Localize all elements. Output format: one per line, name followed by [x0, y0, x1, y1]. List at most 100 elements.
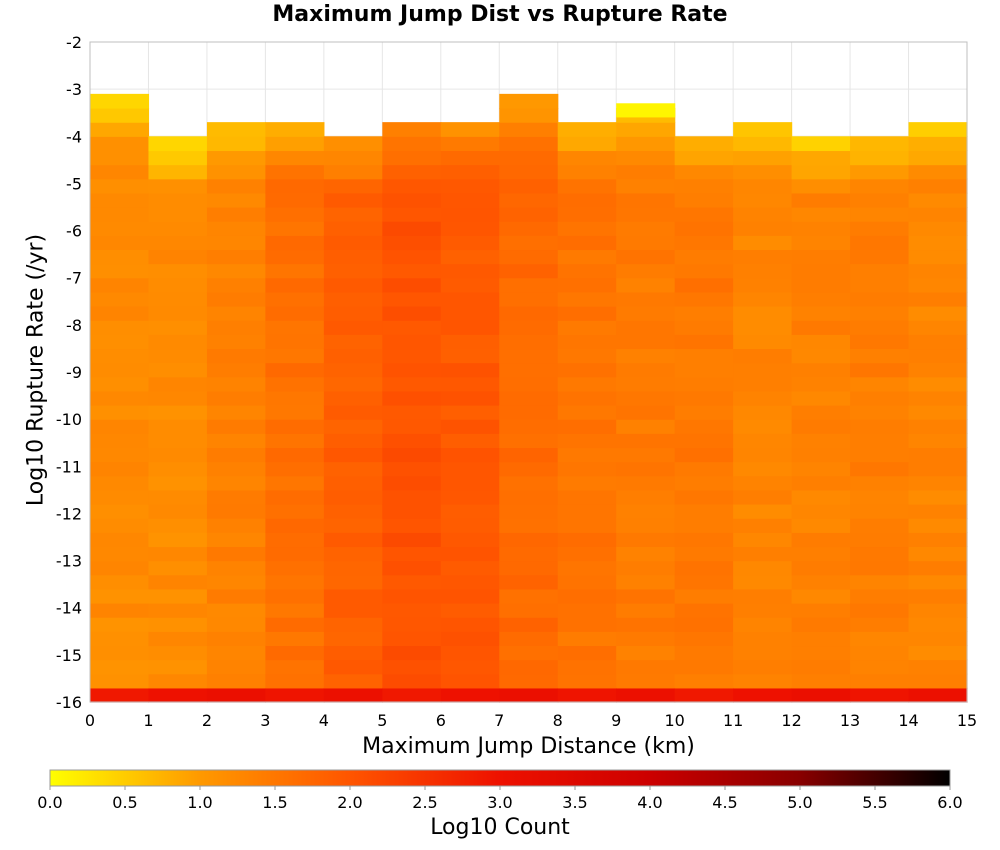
heatmap-cell [733, 673, 793, 689]
heatmap-cell [499, 150, 559, 166]
heatmap-cell [791, 447, 851, 463]
heatmap-cell [616, 103, 676, 118]
heatmap-cell [557, 291, 617, 307]
heatmap-cell [674, 532, 734, 548]
heatmap-cell [90, 291, 150, 307]
heatmap-cell [850, 461, 910, 477]
heatmap-cell [382, 588, 442, 604]
heatmap-cell [323, 277, 383, 293]
heatmap-cell [206, 673, 266, 689]
heatmap-cell [674, 178, 734, 194]
heatmap-cell [499, 334, 559, 350]
heatmap-cell [557, 235, 617, 251]
heatmap-cell [674, 164, 734, 180]
heatmap-cell [382, 673, 442, 689]
heatmap-cell [850, 390, 910, 406]
heatmap-cell [206, 249, 266, 265]
heatmap-cell [323, 603, 383, 618]
heatmap-cell [616, 447, 676, 463]
heatmap-cell [557, 532, 617, 548]
heatmap-cell [90, 433, 150, 449]
y-tick-label: -2 [66, 33, 82, 52]
heatmap-cell [616, 390, 676, 406]
y-tick-label: -14 [56, 599, 82, 618]
heatmap-cell [148, 376, 208, 392]
heatmap-cell [382, 178, 442, 194]
heatmap-cell [382, 221, 442, 236]
heatmap-cell [323, 334, 383, 350]
x-tick-label: 6 [436, 711, 446, 730]
heatmap-cell [557, 447, 617, 463]
heatmap-cell [908, 178, 968, 194]
heatmap-cell [90, 235, 150, 251]
heatmap-cell [908, 546, 968, 562]
heatmap-cell [323, 447, 383, 463]
heatmap-cell [908, 433, 968, 449]
heatmap-cell [733, 263, 793, 279]
heatmap-cell [733, 178, 793, 194]
heatmap-cell [557, 320, 617, 335]
heatmap-cell [148, 348, 208, 364]
y-tick-label: -9 [66, 363, 82, 382]
x-tick-label: 13 [840, 711, 860, 730]
heatmap-cell [616, 489, 676, 505]
heatmap-cell [733, 574, 793, 590]
heatmap-cell [323, 475, 383, 491]
heatmap-cell [148, 362, 208, 378]
heatmap-cell [382, 659, 442, 675]
heatmap-cell [323, 348, 383, 364]
heatmap-cell [499, 108, 559, 123]
heatmap-cell [850, 207, 910, 222]
heatmap-cell [791, 673, 851, 689]
heatmap-cell [557, 122, 617, 137]
heatmap-cell [323, 546, 383, 562]
heatmap-cell [499, 617, 559, 632]
heatmap-cell [499, 249, 559, 265]
heatmap-cell [440, 192, 500, 208]
colorbar-tick-label: 4.0 [637, 793, 662, 812]
heatmap-cell [206, 390, 266, 406]
heatmap-cell [850, 164, 910, 180]
heatmap-cell [499, 93, 559, 109]
heatmap-cell [499, 489, 559, 505]
heatmap-cell [791, 376, 851, 392]
heatmap-cell [733, 390, 793, 406]
heatmap-cell [908, 249, 968, 265]
colorbar-tick-label: 5.0 [787, 793, 812, 812]
heatmap-cell [908, 574, 968, 590]
x-tick-label: 4 [319, 711, 329, 730]
heatmap-cell [908, 603, 968, 618]
heatmap-cell [499, 136, 559, 152]
heatmap-cell [323, 249, 383, 265]
heatmap-cell [674, 617, 734, 632]
heatmap-cell [382, 263, 442, 279]
heatmap-cell [499, 390, 559, 406]
colorbar-tick-label: 3.0 [487, 793, 512, 812]
heatmap-cell [791, 334, 851, 350]
heatmap-cell [323, 532, 383, 548]
heatmap-cell [791, 405, 851, 420]
heatmap-cell [733, 221, 793, 236]
heatmap-cell [674, 489, 734, 505]
heatmap-cell [323, 645, 383, 661]
heatmap-cell [850, 546, 910, 562]
heatmap-cell [148, 504, 208, 519]
heatmap-cell [733, 588, 793, 604]
heatmap-cell [206, 320, 266, 335]
heatmap-cell [557, 560, 617, 576]
heatmap-cell [90, 390, 150, 406]
heatmap-cell [733, 475, 793, 491]
heatmap-cell [382, 645, 442, 661]
heatmap-cell [90, 419, 150, 434]
heatmap-cell [616, 136, 676, 152]
heatmap-cell [733, 659, 793, 675]
heatmap-cell [206, 263, 266, 279]
heatmap-cell [499, 277, 559, 293]
heatmap-cell [557, 249, 617, 265]
heatmap-cell [499, 673, 559, 689]
heatmap-cell [908, 504, 968, 519]
heatmap-cell [616, 687, 676, 703]
colorbar-tick-label: 3.5 [562, 793, 587, 812]
heatmap-cell [265, 419, 325, 434]
heatmap-cell [206, 504, 266, 519]
